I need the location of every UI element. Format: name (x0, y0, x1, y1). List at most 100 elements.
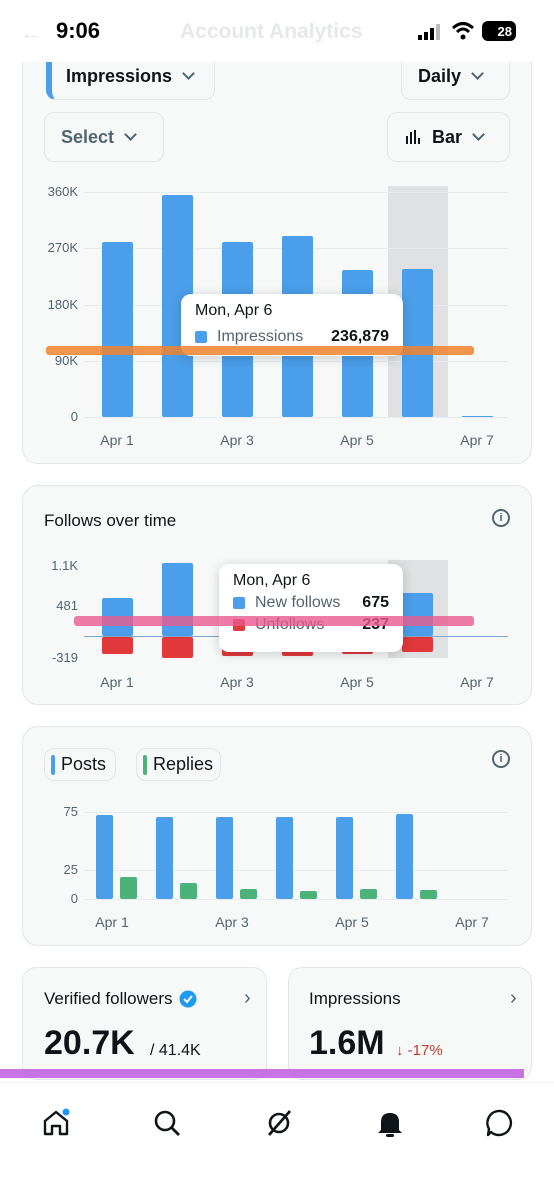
bar (402, 268, 433, 417)
bar (300, 890, 317, 899)
back-arrow-icon[interactable]: ← (20, 20, 42, 45)
impressions-bar-chart[interactable]: 360K 270K 180K 90K 0 Apr 1 Apr 3 Apr 5 Apr 7 (22, 180, 532, 455)
grok-icon[interactable] (264, 1108, 294, 1138)
bar-chart-icon (406, 130, 420, 144)
y-tick-label: -319 (51, 650, 78, 665)
period-dropdown-label: Daily (418, 65, 462, 86)
follows-tooltip: Mon, Apr 6 New follows 675 Unfollows 237 (219, 564, 403, 652)
metric-dropdown-label: Impressions (66, 65, 173, 86)
battery-level: 28 (497, 23, 512, 39)
y-tick-label: 25 (63, 862, 78, 877)
y-tick-label: 90K (54, 352, 78, 368)
highlight-stroke (46, 346, 474, 355)
messages-icon[interactable] (485, 1108, 515, 1138)
notifications-icon[interactable] (375, 1108, 405, 1138)
bar (120, 876, 137, 899)
gridline (84, 899, 508, 900)
legend-swatch (195, 331, 207, 343)
x-tick-label: Apr 5 (335, 914, 369, 930)
posts-toggle[interactable]: Posts (44, 748, 116, 781)
y-tick-label: 75 (63, 804, 78, 819)
y-tick-label: 481 (56, 598, 78, 613)
impressions-change: ↓ -17% (396, 1042, 443, 1059)
tooltip-row: Impressions 236,879 (195, 328, 389, 346)
x-tick-label: Apr 5 (340, 432, 374, 448)
bar (102, 242, 133, 417)
bar (162, 637, 193, 658)
y-tick-label: 180K (47, 296, 78, 312)
compare-dropdown-label: Select (61, 126, 115, 147)
bar (336, 816, 353, 899)
x-tick-label: Apr 1 (100, 674, 134, 690)
battery-icon: 28 (482, 21, 516, 41)
x-tick-label: Apr 5 (340, 674, 374, 690)
gridline (84, 192, 508, 193)
chevron-down-icon (182, 66, 195, 80)
info-icon[interactable]: i (492, 509, 510, 527)
y-tick-label: 0 (70, 409, 78, 424)
x-tick-label: Apr 7 (460, 674, 494, 690)
info-icon[interactable]: i (492, 750, 510, 768)
verified-followers-value: 20.7K (44, 1024, 135, 1062)
verified-followers-card[interactable] (22, 967, 267, 1080)
posts-swatch (51, 754, 55, 775)
chart-type-dropdown[interactable]: Bar (387, 112, 510, 162)
chart-type-dropdown-label: Bar (432, 126, 463, 147)
chevron-right-icon[interactable]: › (510, 987, 517, 1009)
bar (402, 637, 433, 653)
tooltip-label: Impressions (217, 328, 304, 345)
x-tick-label: Apr 7 (455, 914, 489, 930)
verified-followers-total: / 41.4K (150, 1042, 201, 1059)
clock: 9:06 (56, 18, 101, 43)
tooltip-date: Mon, Apr 6 (195, 302, 273, 319)
chevron-right-icon[interactable]: › (244, 987, 251, 1009)
replies-toggle[interactable]: Replies (136, 748, 221, 781)
bar (402, 593, 433, 636)
impressions-label: Impressions (309, 989, 401, 1008)
replies-swatch (143, 754, 147, 775)
legend-swatch (233, 597, 245, 609)
chevron-down-icon (472, 127, 485, 141)
follows-title: Follows over time (44, 511, 177, 530)
search-icon[interactable] (152, 1108, 182, 1138)
posts-label: Posts (61, 754, 107, 774)
highlight-stroke (74, 616, 474, 626)
page-title: Account Analytics (180, 20, 363, 43)
x-tick-label: Apr 3 (215, 914, 249, 930)
tooltip-value: 236,879 (331, 328, 389, 345)
y-tick-label: 360K (47, 184, 78, 199)
verified-badge-icon (179, 990, 197, 1008)
bar (96, 815, 113, 899)
bar (216, 816, 233, 899)
bar (462, 415, 493, 417)
x-tick-label: Apr 1 (100, 432, 134, 448)
y-tick-label: 0 (70, 891, 78, 906)
tooltip-row: New follows 675 (233, 594, 389, 612)
x-tick-label: Apr 3 (220, 432, 254, 448)
highlight-stroke (0, 1069, 524, 1078)
x-tick-label: Apr 7 (460, 432, 494, 448)
x-tick-label: Apr 1 (95, 914, 129, 930)
chevron-down-icon (471, 66, 484, 80)
tooltip-value: 675 (362, 594, 389, 611)
compare-dropdown[interactable]: Select (44, 112, 164, 162)
x-tick-label: Apr 3 (220, 674, 254, 690)
bar (420, 889, 437, 899)
impressions-card[interactable] (288, 967, 532, 1080)
posts-bar-chart[interactable]: 75 25 0 Apr 1 Apr 3 Apr 5 Apr 7 (22, 796, 532, 941)
verified-followers-label: Verified followers (44, 989, 173, 1008)
tooltip-date: Mon, Apr 6 (233, 572, 311, 589)
bar (240, 888, 257, 899)
bar (102, 637, 133, 654)
y-tick-label: 1.1K (51, 558, 78, 573)
gridline (84, 812, 508, 813)
impressions-tooltip: Mon, Apr 6 Impressions 236,879 (181, 294, 403, 356)
tooltip-label: New follows (255, 594, 341, 611)
wifi-icon (451, 22, 475, 40)
chevron-down-icon (124, 127, 137, 141)
signal-icon (418, 24, 440, 40)
bar (360, 888, 377, 899)
verified-followers-header: Verified followers (44, 989, 197, 1009)
home-icon[interactable] (41, 1108, 71, 1138)
bar (276, 816, 293, 899)
